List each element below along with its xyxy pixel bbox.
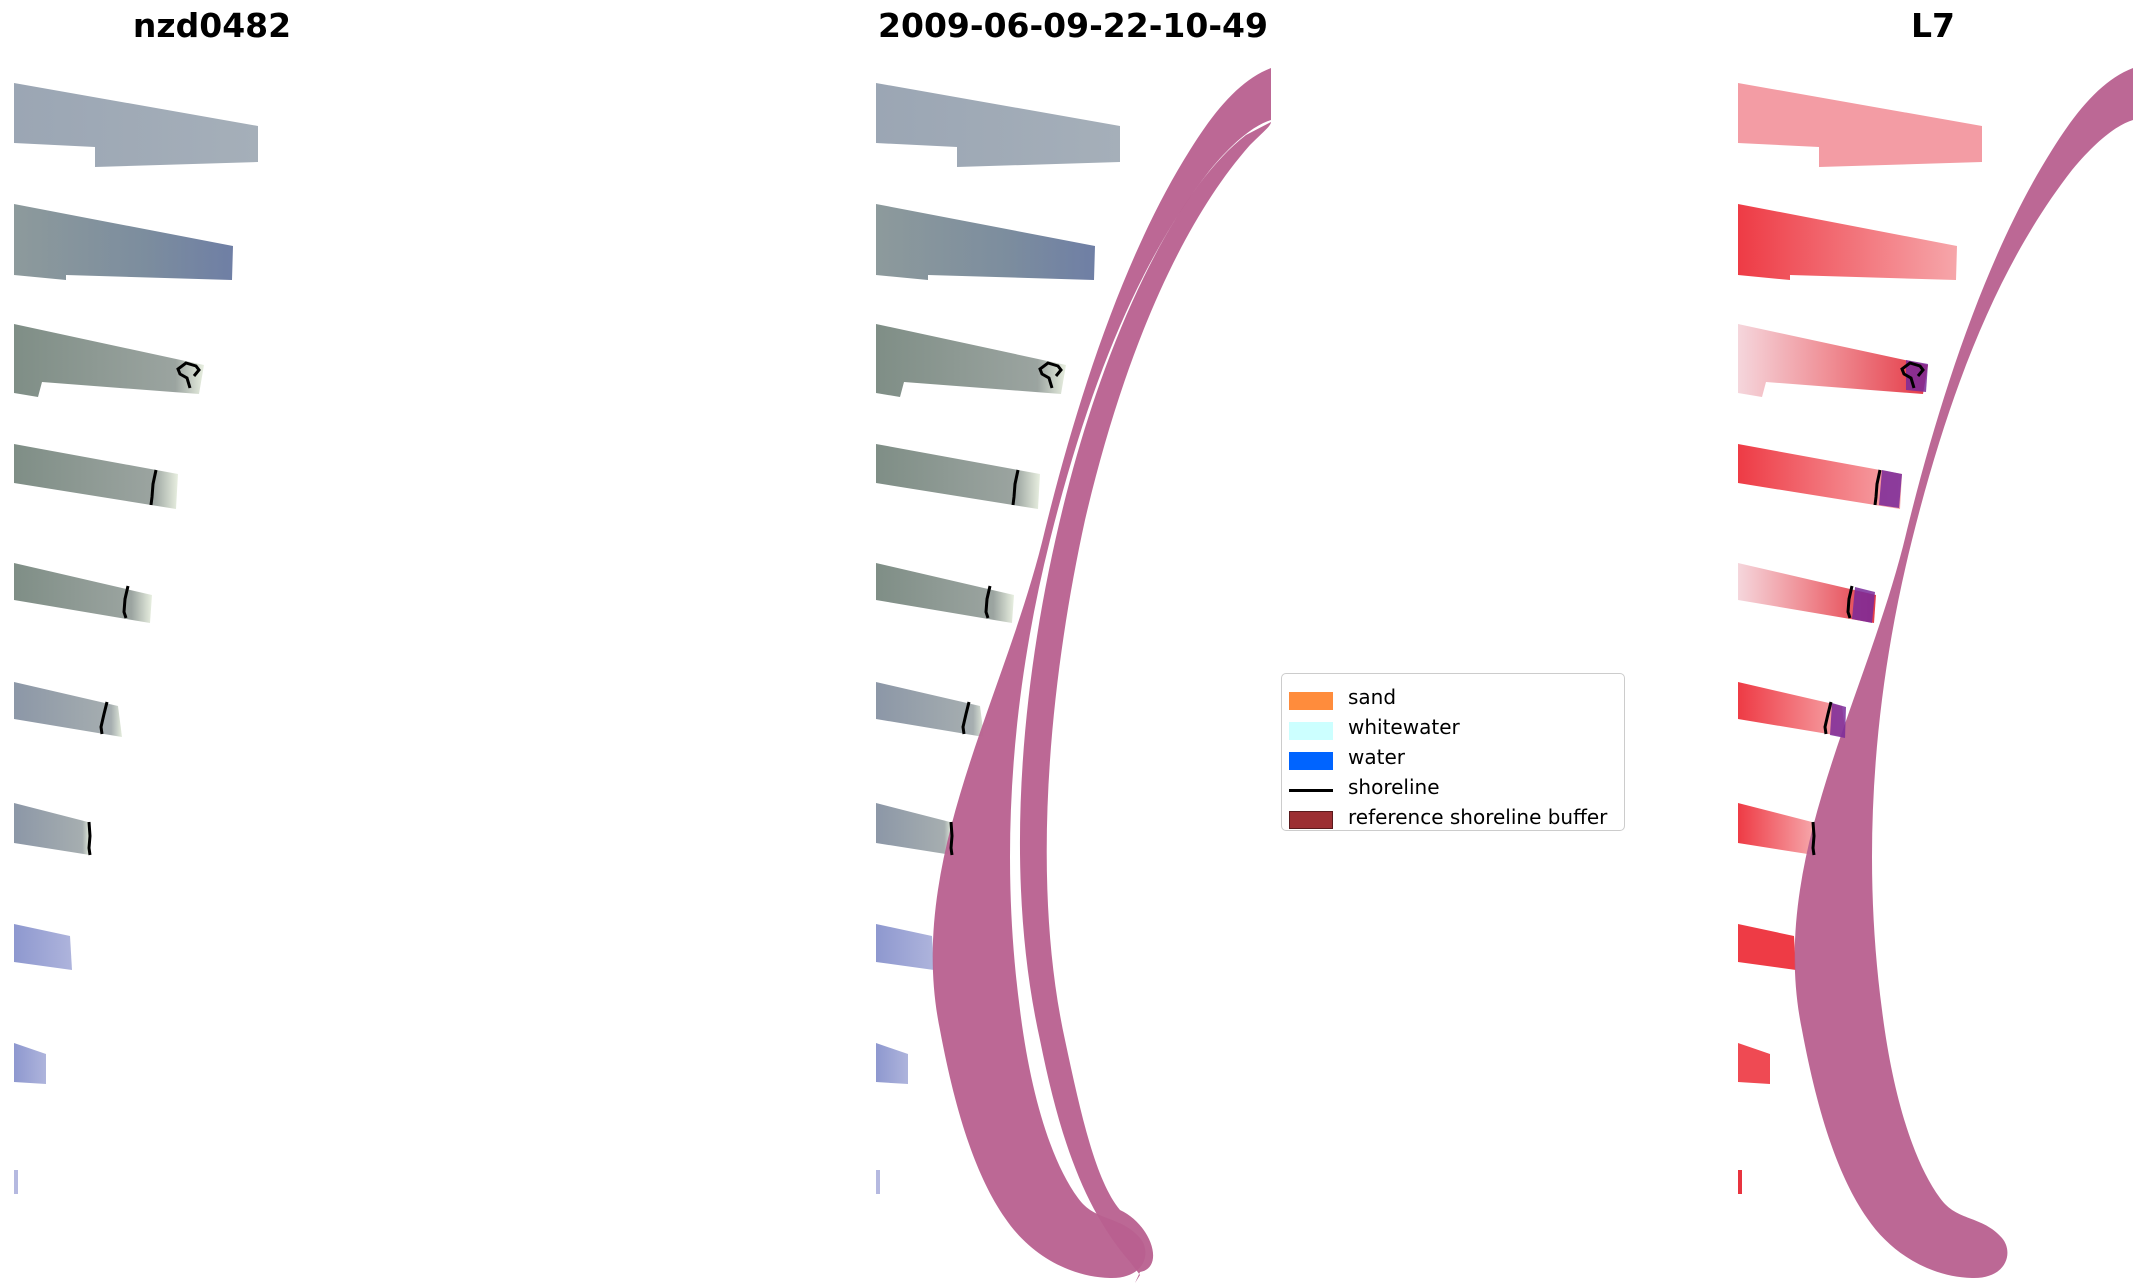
legend: sand whitewater water shoreline referenc…: [1281, 673, 1625, 831]
reference-shoreline-buffer-middle: [1019, 70, 1271, 1283]
panel-title-left: nzd0482: [132, 6, 292, 45]
image-strip: [876, 682, 984, 737]
sand-swatch: [1289, 692, 1333, 710]
image-strip: [14, 924, 72, 970]
rgb-strips-left: [14, 83, 258, 1194]
legend-label: whitewater: [1348, 715, 1460, 739]
legend-item-whitewater: whitewater: [1282, 714, 1624, 744]
image-strip: [14, 204, 233, 280]
classified-strip: [1738, 682, 1846, 737]
image-strip: [14, 324, 204, 397]
image-strip: [876, 563, 1014, 623]
image-strip: [14, 682, 122, 737]
classified-strip: [1738, 204, 1957, 280]
whitewater-swatch: [1289, 722, 1333, 740]
shoreline-right: [1811, 361, 1925, 856]
image-strip: [876, 803, 952, 855]
legend-item-water: water: [1282, 744, 1624, 774]
legend-label: water: [1348, 745, 1405, 769]
water-swatch: [1289, 752, 1333, 770]
image-strip: [14, 83, 258, 167]
image-strip: [876, 924, 934, 970]
image-strip: [876, 324, 1066, 397]
classified-strip: [1738, 444, 1902, 509]
overlap-patch: [1879, 470, 1902, 508]
shoreline-left: [87, 361, 201, 856]
shoreline-swatch: [1289, 789, 1333, 792]
overlap-patch: [1830, 703, 1846, 738]
classified-strips-right: [1738, 83, 1982, 1194]
legend-item-sand: sand: [1282, 684, 1624, 714]
image-strip: [876, 204, 1095, 280]
legend-label: reference shoreline buffer: [1348, 805, 1608, 829]
legend-label: sand: [1348, 685, 1397, 709]
image-strip: [14, 563, 152, 623]
legend-item-reference-buffer: reference shoreline buffer: [1282, 804, 1624, 834]
reference-buffer-swatch: [1289, 811, 1333, 829]
image-strip: [876, 1170, 880, 1194]
classified-strip: [1738, 83, 1982, 167]
panel-title-right: L7: [1911, 6, 1955, 45]
legend-label: shoreline: [1348, 775, 1440, 799]
image-strip: [876, 83, 1120, 167]
image-strip: [14, 1043, 46, 1084]
rgb-strips-middle: [876, 83, 1120, 1194]
classified-strip: [1738, 1170, 1742, 1194]
shoreline-middle: [949, 361, 1063, 856]
classified-strip: [1738, 924, 1796, 970]
image-strip: [14, 1170, 18, 1194]
panel-title-middle: 2009-06-09-22-10-49: [878, 6, 1268, 45]
classified-strip: [1738, 324, 1928, 397]
image-strip: [14, 803, 90, 855]
image-strip: [876, 444, 1040, 509]
image-strip: [14, 444, 178, 509]
classified-strip: [1738, 803, 1814, 855]
legend-item-shoreline: shoreline: [1282, 774, 1624, 804]
overlap-patch: [1852, 587, 1875, 623]
image-strip: [876, 1043, 908, 1084]
classified-strip: [1738, 1043, 1770, 1084]
classified-strip: [1738, 563, 1876, 623]
